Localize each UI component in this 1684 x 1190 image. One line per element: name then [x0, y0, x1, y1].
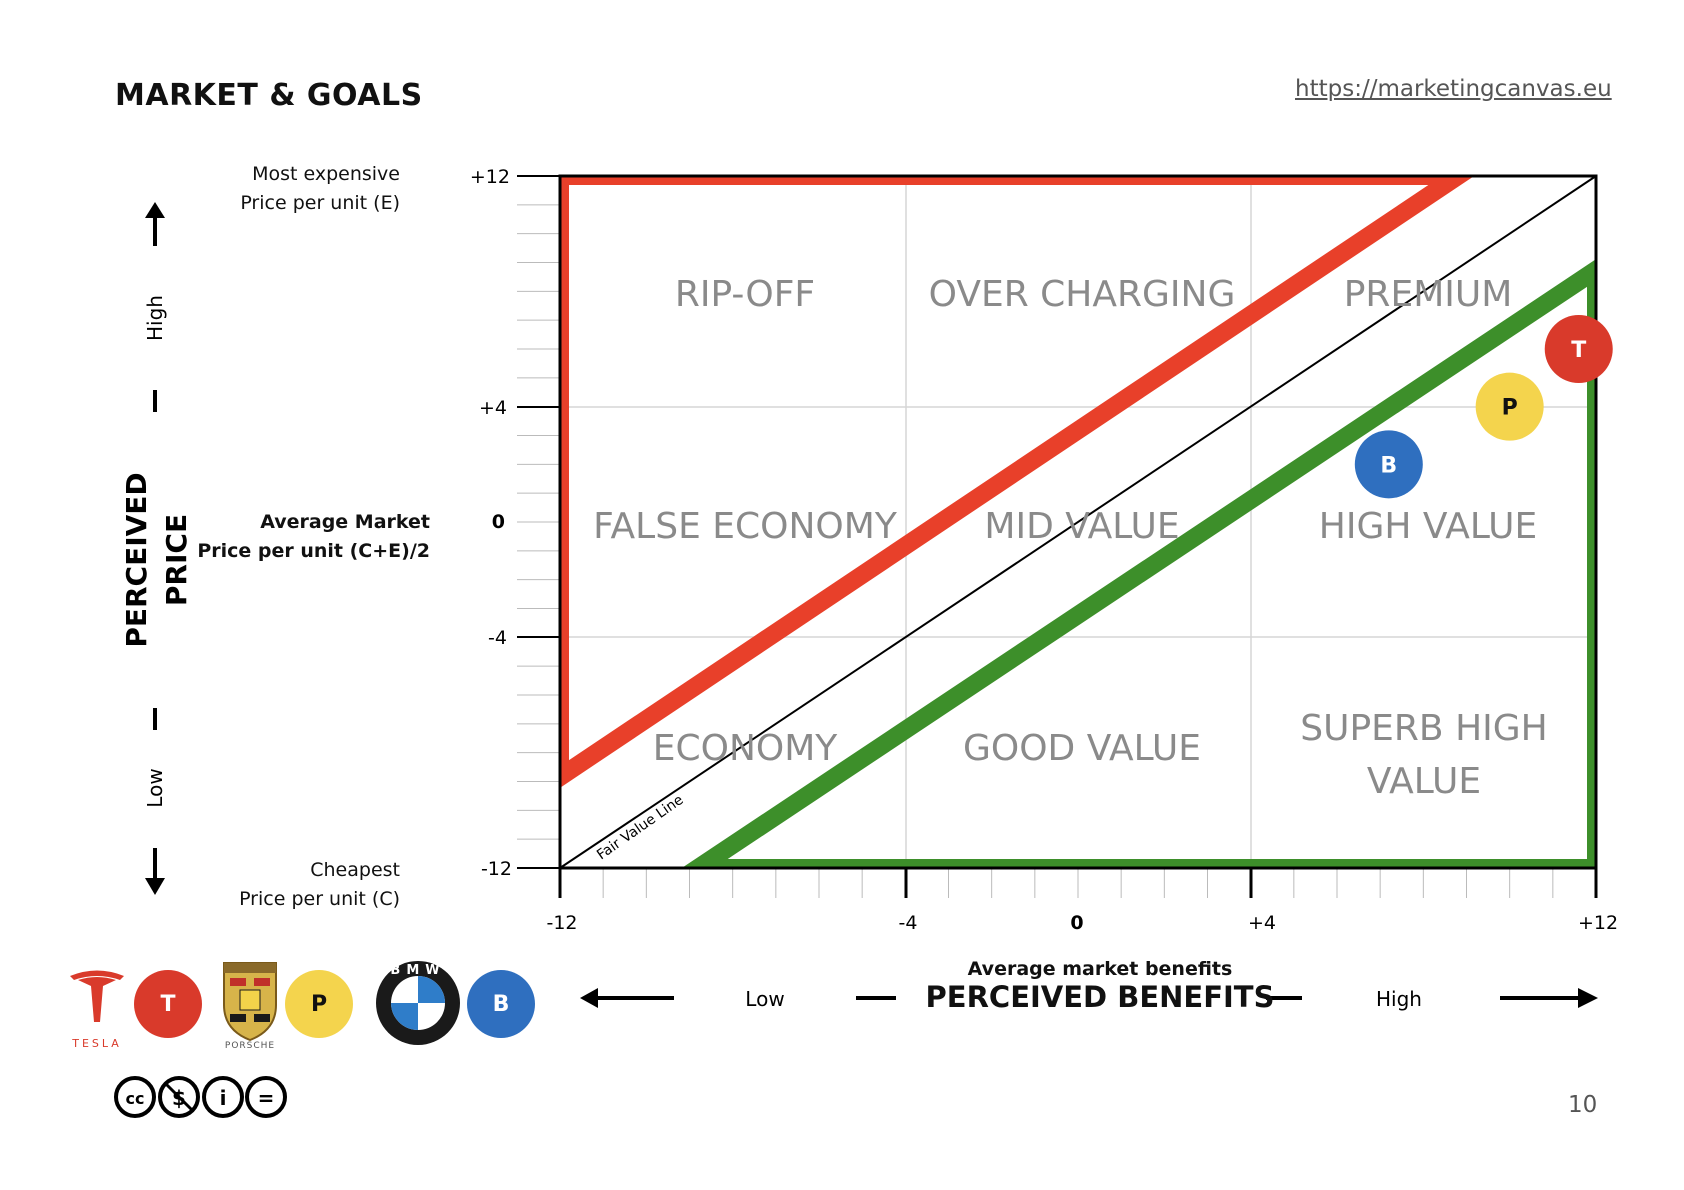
x-low-high: Low High [745, 987, 1422, 1011]
zone-false-economy: FALSE ECONOMY [593, 506, 898, 547]
y-title-line1: PERCEIVED [120, 472, 153, 647]
y-mid-label-line1: Average Market [260, 511, 430, 533]
zone-superb-high-value-line2: VALUE [1367, 761, 1481, 802]
y-low-label: Low [143, 768, 167, 807]
y-top-label-line1: Most expensive [252, 163, 400, 185]
x-tick-label: -4 [899, 912, 918, 934]
zone-mid-value: MID VALUE [984, 506, 1179, 547]
legend-tesla-marker: T [134, 970, 202, 1038]
zone-good-value: GOOD VALUE [963, 728, 1201, 769]
x-tick-label: +4 [1248, 912, 1276, 934]
zone-over-charging: OVER CHARGING [929, 274, 1236, 315]
marker-circle [1475, 372, 1544, 441]
marker-letter: B [1380, 453, 1397, 478]
x-tick-label: +12 [1578, 912, 1618, 934]
attribution-icon [202, 1076, 244, 1118]
x-minor-ticks [559, 868, 1597, 898]
y-mid-label-line2: Price per unit (C+E)/2 [197, 540, 430, 562]
marker-circle [1544, 315, 1613, 383]
creative-commons-icons: cc $ i = [114, 1076, 287, 1118]
marker-letter: T [1571, 338, 1586, 363]
marker-porsche: P [1475, 372, 1544, 441]
y-high-label: High [143, 295, 167, 341]
x-high-label: High [1376, 987, 1422, 1011]
y-tick-label: +4 [479, 397, 507, 419]
x-axis-arrows [580, 988, 1598, 1008]
bmw-logo: BMW [376, 961, 460, 1045]
x-tick-labels: -12 -4 0 +4 +12 [546, 912, 1618, 934]
zone-labels: RIP-OFF OVER CHARGING PREMIUM FALSE ECON… [593, 274, 1548, 802]
zone-rip-off: RIP-OFF [675, 274, 815, 315]
grid-lines [560, 176, 1596, 868]
fair-value-line [559, 175, 1597, 869]
y-bottom-label: Cheapest Price per unit (C) [190, 856, 400, 914]
x-low-label: Low [745, 987, 784, 1011]
zone-economy: ECONOMY [653, 728, 839, 769]
x-axis-subtitle: Average market benefits [967, 958, 1233, 980]
zone-premium: PREMIUM [1344, 274, 1513, 315]
page-number: 10 [1568, 1092, 1598, 1118]
y-low-text: Low [143, 768, 167, 807]
y-tick-label: -12 [481, 858, 512, 880]
legend-porsche-marker: P [285, 970, 353, 1038]
tesla-logo: TESLA [70, 970, 124, 1050]
plot-area: Fair Value Line [558, 174, 1598, 870]
x-axis-title: PERCEIVED BENEFITS [925, 980, 1275, 1014]
marker-bmw: B [1354, 430, 1423, 499]
porsche-wordmark: PORSCHE [225, 1041, 275, 1051]
tesla-wordmark: TESLA [71, 1037, 122, 1050]
plot-border [558, 174, 1598, 870]
cc-icon [114, 1076, 156, 1118]
x-tick-label: -12 [546, 912, 577, 934]
y-high-text: High [143, 295, 167, 341]
marker-letter: P [1502, 396, 1518, 421]
no-derivatives-icon [245, 1076, 287, 1118]
x-tick-label: 0 [1070, 912, 1083, 934]
y-mid-label: Average Market Price per unit (C+E)/2 [190, 508, 430, 566]
y-tick-label: -4 [488, 627, 507, 649]
cc-icon-text: cc [126, 1089, 145, 1108]
y-tick-label: +12 [470, 166, 510, 188]
page-title: MARKET & GOALS [115, 78, 423, 113]
attribution-icon-text: i [220, 1086, 227, 1110]
porsche-logo: PORSCHE [223, 962, 277, 1051]
y-top-label-line2: Price per unit (E) [240, 192, 400, 214]
value-zone-border [681, 259, 1596, 868]
brand-markers: T P B [1354, 315, 1613, 499]
y-bottom-label-line2: Price per unit (C) [239, 888, 400, 910]
y-tick-labels: +12 +4 0 -4 -12 [470, 166, 512, 880]
y-major-ticks [517, 175, 560, 869]
y-tick-label: 0 [492, 511, 505, 533]
website-link[interactable]: https://marketingcanvas.eu [1295, 76, 1612, 102]
y-title-line2: PRICE [160, 514, 193, 606]
y-bottom-label-line1: Cheapest [310, 859, 400, 881]
y-minor-ticks [517, 175, 560, 869]
x-major-ticks [558, 868, 1598, 898]
marker-tesla: T [1544, 315, 1613, 383]
legend-bmw-marker: B [467, 970, 535, 1038]
bmw-wordmark: BMW [390, 963, 445, 978]
zone-high-value: HIGH VALUE [1319, 506, 1537, 547]
zone-superb-high-value-line1: SUPERB HIGH [1300, 708, 1547, 749]
marker-circle [1354, 430, 1423, 499]
no-derivatives-icon-text: = [258, 1086, 275, 1110]
y-top-label: Most expensive Price per unit (E) [190, 160, 400, 218]
overpriced-zone-border [560, 176, 1475, 788]
perceived-price-title: PERCEIVED PRICE [120, 472, 193, 647]
y-axis-arrows [145, 202, 165, 895]
